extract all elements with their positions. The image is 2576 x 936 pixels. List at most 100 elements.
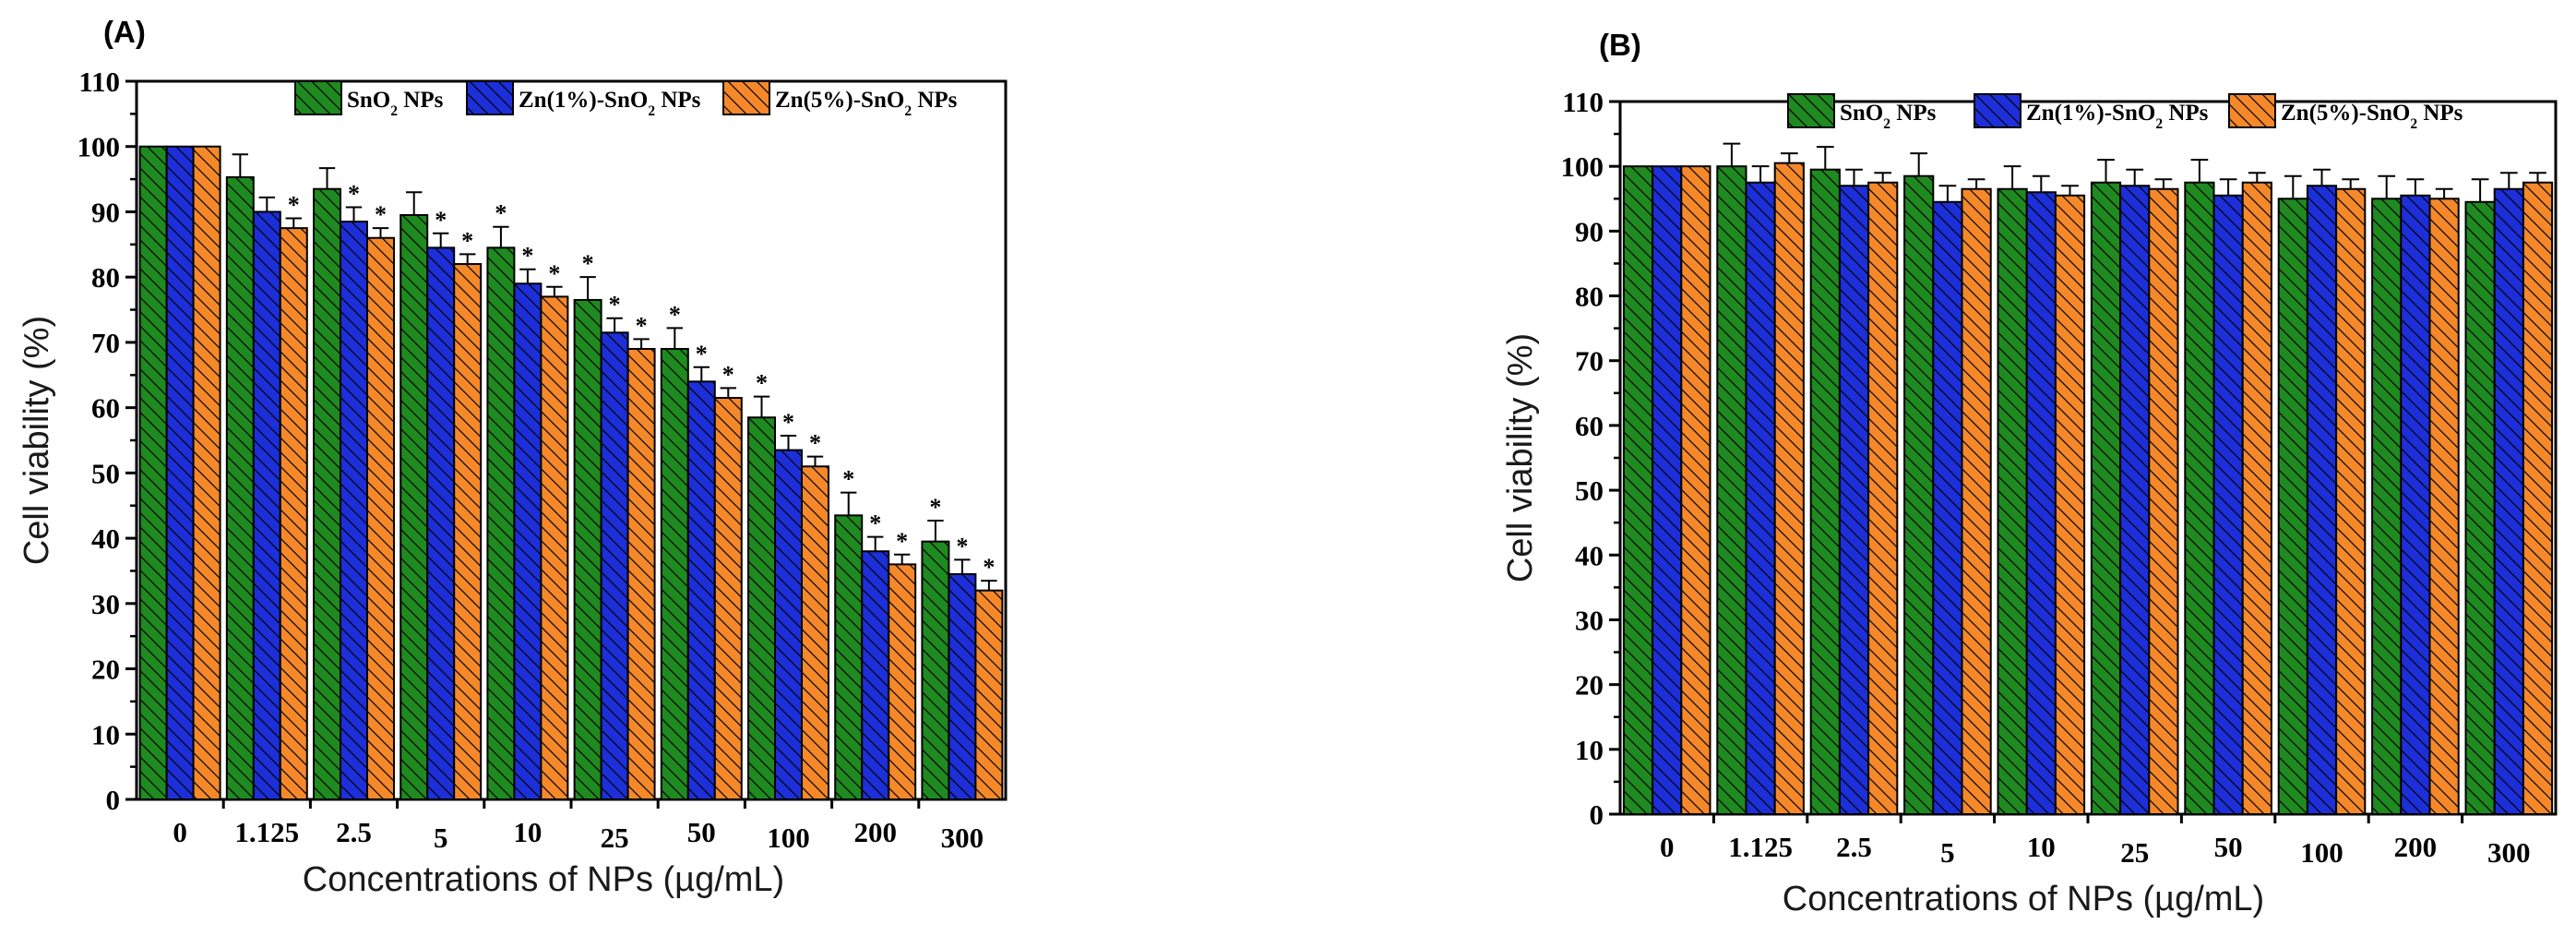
significance-star: * [696, 341, 708, 367]
x-tick-label: 2.5 [336, 816, 372, 848]
legend-label: Zn(1%)-SnO2 NPs [519, 88, 701, 119]
x-tick-label: 0 [173, 816, 187, 848]
significance-star: * [929, 494, 941, 521]
bar-sno2 [400, 213, 429, 800]
legend-swatch [722, 80, 770, 115]
bar-zn5-sno2 [800, 465, 829, 800]
bar-sno2 [747, 416, 777, 800]
y-tick-label: 70 [91, 327, 120, 359]
bar-zn1-sno2 [600, 331, 629, 800]
bar-zn1-sno2 [2400, 194, 2431, 816]
bar-zn5-sno2 [540, 295, 569, 800]
bar-sno2 [921, 540, 950, 800]
significance-star: * [495, 200, 507, 227]
bar-sno2 [573, 298, 602, 801]
bar-zn5-sno2 [888, 563, 917, 801]
y-tick-label: 0 [1590, 798, 1604, 831]
legend-swatch [1787, 93, 1835, 128]
bar-zn1-sno2 [340, 221, 368, 800]
x-tick-label: 300 [2487, 836, 2531, 869]
significance-star: * [983, 554, 995, 581]
legend-label: SnO2 NPs [1840, 101, 1937, 132]
bar-sno2 [486, 246, 516, 800]
y-axis-title: Cell viability (%) [1501, 333, 1540, 582]
legend-label: SnO2 NPs [347, 88, 444, 119]
bar-sno2 [2184, 181, 2215, 815]
bar-zn1-sno2 [2493, 187, 2524, 815]
bar-zn5-sno2 [1773, 162, 1805, 815]
bar-zn1-sno2 [2025, 191, 2057, 816]
x-tick-label: 300 [941, 822, 984, 854]
bar-zn5-sno2 [2428, 198, 2460, 816]
significance-star: * [348, 181, 360, 208]
bar-zn5-sno2 [2522, 181, 2554, 815]
x-tick-label: 100 [767, 822, 810, 854]
y-tick-label: 40 [91, 522, 120, 555]
legend-label: Zn(5%)-SnO2 NPs [775, 88, 958, 119]
bar-zn5-sno2 [2241, 181, 2272, 815]
significance-star: * [842, 466, 854, 493]
x-tick-label: 100 [2300, 836, 2343, 869]
x-tick-label: 0 [1660, 831, 1675, 863]
y-tick-label: 10 [91, 718, 120, 750]
y-tick-label: 60 [1575, 410, 1604, 442]
y-tick-label: 50 [91, 457, 120, 489]
y-tick-label: 70 [1575, 345, 1604, 378]
bar-sno2 [834, 514, 864, 800]
y-tick-label: 50 [1575, 474, 1604, 507]
significance-star: * [756, 370, 768, 397]
bar-sno2 [313, 187, 342, 800]
significance-star: * [722, 361, 734, 388]
significance-star: * [669, 301, 681, 328]
y-tick-label: 100 [78, 131, 121, 163]
bar-zn1-sno2 [2306, 185, 2338, 815]
x-tick-label: 50 [2214, 831, 2243, 863]
legend-swatch [294, 80, 342, 115]
bar-sno2 [2464, 200, 2496, 816]
bar-zn1-sno2 [774, 449, 803, 800]
bar-zn5-sno2 [192, 145, 221, 800]
x-tick-label: 25 [601, 822, 629, 854]
x-tick-label: 5 [1940, 836, 1955, 869]
bar-zn5-sno2 [453, 263, 483, 800]
x-tick-label: 25 [2120, 836, 2149, 869]
y-tick-label: 20 [91, 654, 120, 686]
bar-zn1-sno2 [686, 380, 716, 800]
x-tick-label: 10 [2027, 831, 2056, 863]
y-tick-label: 20 [1575, 669, 1604, 702]
significance-star: * [461, 227, 473, 254]
y-axis-title: Cell viability (%) [18, 316, 56, 565]
bar-sno2 [2277, 198, 2308, 816]
legend: SnO2 NPs Zn(1%)-SnO2 NPs Zn(5%)-SnO2 NPs [294, 80, 958, 119]
significance-star: * [375, 201, 387, 228]
y-tick-label: 110 [1562, 86, 1604, 118]
x-axis-title: Concentrations of NPs (µg/mL) [1783, 880, 2264, 918]
bar-zn1-sno2 [426, 246, 456, 800]
significance-star: * [809, 430, 821, 457]
bar-zn5-sno2 [2054, 194, 2086, 816]
y-tick-label: 60 [91, 392, 120, 425]
y-tick-label: 30 [91, 588, 120, 620]
y-tick-label: 10 [1575, 734, 1604, 766]
bar-zn5-sno2 [2148, 187, 2179, 815]
y-tick-label: 80 [1575, 281, 1604, 313]
bar-sno2 [2090, 181, 2122, 815]
y-tick-label: 30 [1575, 604, 1604, 636]
significance-star: * [636, 312, 648, 339]
legend-swatch [2228, 93, 2276, 128]
bar-sno2 [1903, 174, 1935, 815]
y-tick-label: 90 [1575, 215, 1604, 247]
bar-zn1-sno2 [948, 572, 977, 800]
y-tick-label: 100 [1561, 150, 1604, 183]
bar-sno2 [138, 145, 168, 800]
bar-zn1-sno2 [1838, 185, 1870, 815]
x-tick-label: 1.125 [1728, 831, 1793, 863]
legend-label: Zn(5%)-SnO2 NPs [2281, 101, 2463, 132]
panel-label: (B) [1599, 28, 1641, 62]
legend-label: Zn(1%)-SnO2 NPs [2026, 101, 2209, 132]
bar-zn5-sno2 [626, 347, 656, 800]
significance-star: * [896, 528, 908, 555]
